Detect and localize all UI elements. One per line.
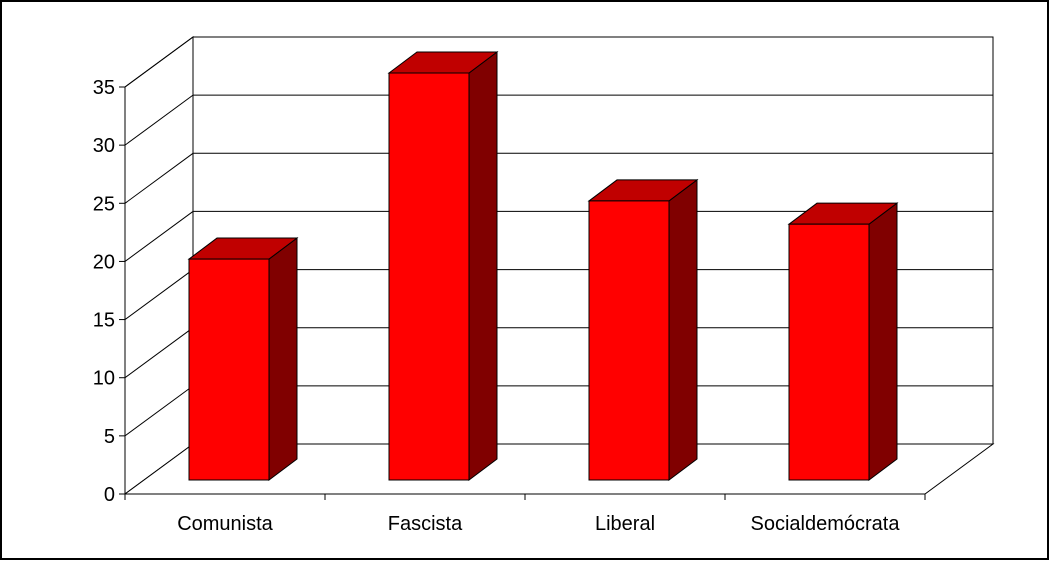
- gridline-side: [124, 211, 194, 262]
- bar-front-face: [188, 258, 270, 481]
- gridline-side: [124, 36, 194, 88]
- bar-side-face: [268, 237, 298, 481]
- y-tick-label: 15: [93, 310, 115, 332]
- y-tick-label: 10: [93, 368, 115, 390]
- bar-comunista: [187, 237, 299, 481]
- x-axis-labels: Comunista Fascista Liberal Socialdemócrata: [124, 494, 926, 535]
- gridline-side: [124, 327, 194, 379]
- y-tick-label: 25: [93, 193, 115, 215]
- bar-side-face: [668, 178, 698, 481]
- bar-front-face: [588, 200, 670, 481]
- bar-front-face: [788, 223, 870, 481]
- gridline-side: [124, 152, 194, 204]
- y-tick-label: 20: [93, 251, 115, 273]
- bar-front-face: [388, 72, 470, 481]
- x-tick-label: Liberal: [595, 513, 655, 535]
- gridline-side: [124, 385, 194, 437]
- x-tick-label: Fascista: [388, 513, 463, 535]
- y-tick-label: 30: [93, 135, 115, 157]
- gridline-side: [124, 269, 194, 320]
- bar-fascista: [387, 51, 499, 481]
- y-axis-ticks: 0 5 10 15 20 25 30 35: [93, 77, 125, 506]
- bars: [187, 51, 899, 481]
- y-tick-label: 35: [93, 77, 115, 99]
- bar-liberal: [587, 178, 699, 481]
- bar-side-face: [468, 51, 498, 481]
- gridline-side: [124, 94, 194, 146]
- side-wall: [124, 36, 194, 495]
- x-tick-label: Socialdemócrata: [751, 513, 901, 535]
- bar-side-face: [868, 202, 898, 481]
- y-tick-label: 5: [104, 426, 115, 448]
- y-tick-label: 0: [104, 484, 115, 506]
- bar-socialdemócrata: [787, 202, 899, 481]
- x-tick-label: Comunista: [177, 513, 273, 535]
